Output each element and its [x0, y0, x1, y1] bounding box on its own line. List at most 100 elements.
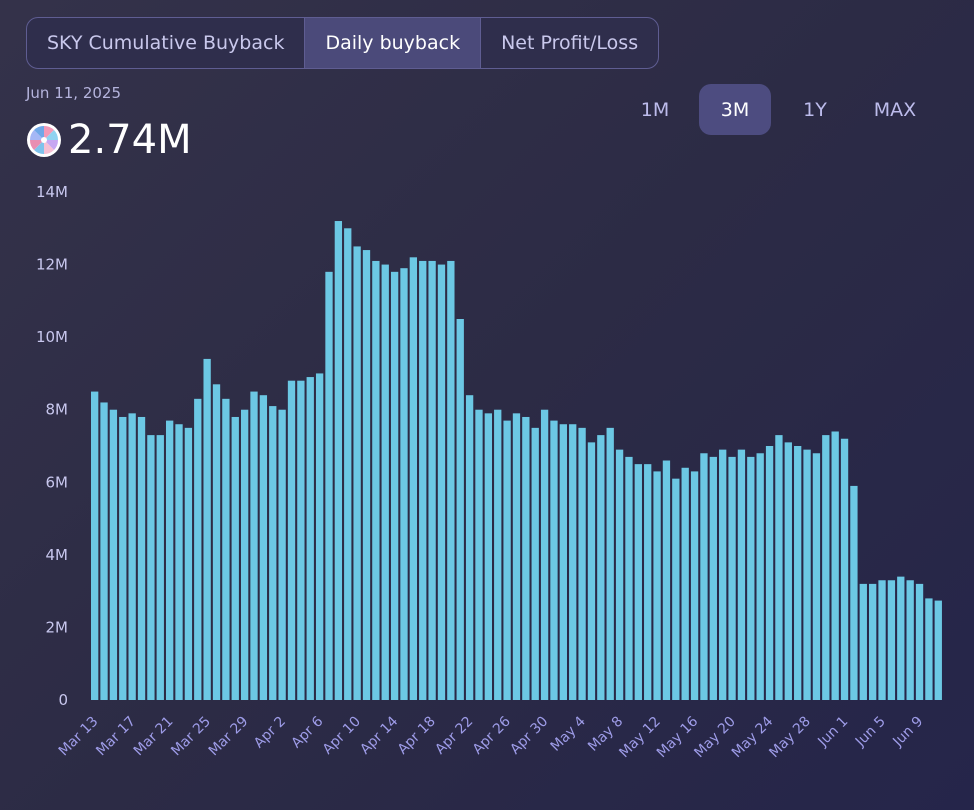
bar[interactable]: [372, 260, 380, 700]
bar[interactable]: [137, 416, 146, 700]
bar[interactable]: [747, 456, 755, 700]
tab-cumulative-buyback[interactable]: SKY Cumulative Buyback: [27, 18, 306, 68]
bar[interactable]: [465, 395, 474, 700]
range-1y-button[interactable]: 1Y: [803, 98, 827, 121]
bar[interactable]: [878, 580, 886, 700]
bar[interactable]: [147, 435, 155, 700]
bar[interactable]: [306, 377, 314, 700]
bar[interactable]: [794, 446, 802, 700]
bar[interactable]: [484, 413, 492, 700]
bar[interactable]: [587, 442, 596, 700]
bar[interactable]: [625, 456, 633, 700]
bar[interactable]: [194, 398, 202, 700]
bar[interactable]: [653, 471, 661, 700]
bar[interactable]: [840, 438, 849, 700]
bar[interactable]: [325, 271, 333, 700]
bar[interactable]: [315, 373, 324, 700]
bar[interactable]: [278, 409, 286, 700]
bar[interactable]: [287, 380, 296, 700]
bar[interactable]: [906, 580, 914, 700]
bar[interactable]: [887, 580, 896, 700]
bar[interactable]: [165, 420, 174, 700]
bar[interactable]: [503, 420, 511, 700]
bar[interactable]: [615, 449, 624, 700]
bar[interactable]: [437, 264, 446, 700]
bar[interactable]: [822, 435, 830, 700]
bar[interactable]: [400, 268, 408, 700]
range-3m-button[interactable]: 3M: [699, 84, 771, 135]
bar[interactable]: [644, 464, 652, 700]
bar[interactable]: [269, 406, 277, 700]
metric-tabs: SKY Cumulative Buyback Daily buyback Net…: [26, 17, 660, 69]
bar[interactable]: [737, 449, 746, 700]
bar[interactable]: [775, 435, 783, 700]
bar[interactable]: [344, 228, 352, 700]
bar[interactable]: [156, 435, 164, 700]
bar[interactable]: [719, 449, 727, 700]
bar[interactable]: [419, 260, 427, 700]
bar[interactable]: [578, 427, 586, 700]
bar[interactable]: [381, 264, 389, 700]
x-tick-label: Apr 18: [395, 714, 439, 758]
bar[interactable]: [897, 576, 905, 700]
bar[interactable]: [934, 600, 942, 700]
tab-daily-buyback[interactable]: Daily buyback: [305, 18, 482, 68]
bar[interactable]: [869, 583, 877, 700]
bar[interactable]: [606, 427, 614, 700]
bar[interactable]: [672, 478, 680, 700]
bar[interactable]: [681, 467, 689, 700]
bar[interactable]: [362, 250, 371, 700]
tab-net-profit-loss[interactable]: Net Profit/Loss: [501, 32, 639, 54]
bar[interactable]: [447, 260, 455, 700]
bar[interactable]: [634, 464, 642, 700]
bar[interactable]: [109, 409, 118, 700]
bar[interactable]: [212, 384, 221, 700]
bar[interactable]: [128, 413, 136, 700]
bar[interactable]: [784, 442, 792, 700]
bar[interactable]: [494, 409, 502, 700]
bar[interactable]: [231, 416, 239, 700]
bar[interactable]: [475, 409, 483, 700]
bar[interactable]: [569, 424, 577, 700]
bar[interactable]: [259, 395, 268, 700]
bar[interactable]: [662, 460, 671, 700]
bar[interactable]: [456, 319, 464, 700]
range-1m-button[interactable]: 1M: [640, 98, 670, 121]
bar[interactable]: [409, 257, 418, 700]
bar[interactable]: [222, 398, 230, 700]
bar[interactable]: [240, 409, 249, 700]
bar[interactable]: [850, 485, 858, 700]
bar[interactable]: [709, 456, 717, 700]
bar[interactable]: [100, 402, 108, 700]
bar[interactable]: [859, 583, 867, 700]
bar[interactable]: [390, 271, 399, 700]
bar[interactable]: [812, 453, 821, 700]
bar[interactable]: [119, 416, 127, 700]
bar[interactable]: [756, 453, 764, 700]
bar[interactable]: [690, 471, 699, 700]
bar[interactable]: [597, 435, 605, 700]
bar[interactable]: [522, 416, 530, 700]
bar[interactable]: [184, 427, 193, 700]
bar[interactable]: [203, 358, 211, 700]
bar[interactable]: [250, 391, 258, 700]
bar[interactable]: [297, 380, 305, 700]
bar[interactable]: [550, 420, 558, 700]
bar[interactable]: [540, 409, 549, 700]
bar[interactable]: [831, 431, 839, 700]
bar[interactable]: [803, 449, 811, 700]
bar[interactable]: [428, 260, 436, 700]
bar[interactable]: [728, 456, 736, 700]
bar[interactable]: [700, 453, 708, 700]
bar[interactable]: [175, 424, 183, 700]
bar[interactable]: [353, 246, 361, 700]
range-max-button[interactable]: MAX: [873, 98, 917, 121]
bar[interactable]: [559, 424, 567, 700]
bar[interactable]: [925, 598, 933, 700]
bar[interactable]: [334, 221, 343, 700]
bar[interactable]: [765, 446, 774, 700]
bar[interactable]: [915, 583, 924, 700]
bar[interactable]: [531, 427, 539, 700]
bar[interactable]: [512, 413, 521, 700]
bar[interactable]: [91, 391, 99, 700]
